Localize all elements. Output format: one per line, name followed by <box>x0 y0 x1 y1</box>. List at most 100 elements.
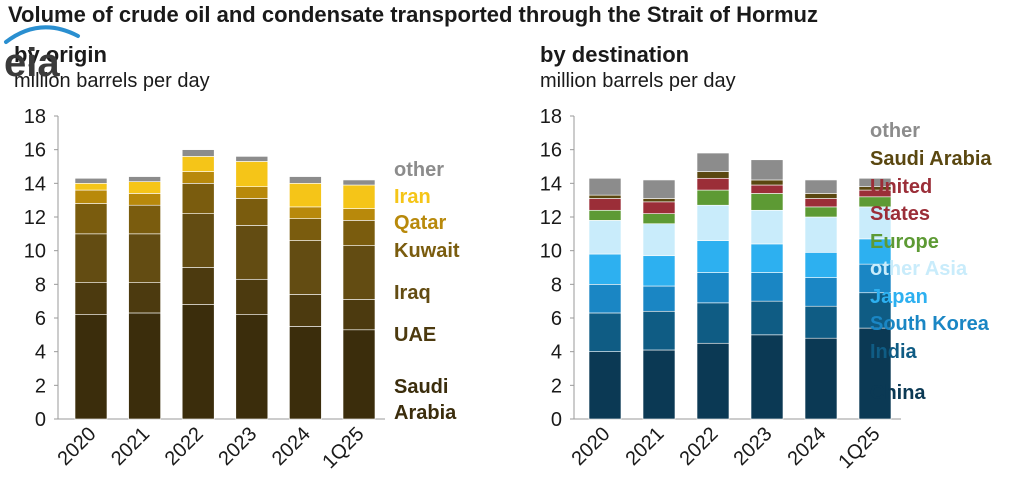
bar-segment <box>642 285 676 312</box>
y-tick-label: 12 <box>540 207 562 229</box>
chart-by-origin: 0 2 4 6 8 10 12 14 16 18 2020 2021 2022 2023 2024 1Q25 S… <box>24 106 460 473</box>
bar-segment <box>181 267 215 305</box>
bar-segment <box>588 284 622 314</box>
bar-segment <box>128 233 161 283</box>
bar-segment <box>858 292 892 329</box>
y-tick-label: 8 <box>551 274 562 296</box>
chart-by-destination: 0 2 4 6 8 10 12 14 16 18 2020 2021 2022 2023 2024 1Q25 C… <box>540 106 993 473</box>
bar-segment <box>588 198 622 211</box>
bar-segment <box>750 243 784 273</box>
bar-segment <box>750 272 784 302</box>
bar-segment <box>804 277 838 307</box>
bar-segment <box>750 300 784 336</box>
bar-segment <box>128 176 161 182</box>
bar-segment <box>696 272 730 304</box>
y-tick-label: 18 <box>24 106 46 128</box>
x-tick-label: 2021 <box>107 423 154 470</box>
x-tick-label: 2021 <box>622 423 669 470</box>
bar-segment <box>235 278 269 315</box>
bar-segment <box>804 337 838 420</box>
legend-label: other <box>870 120 920 142</box>
bar-segment <box>342 220 376 246</box>
x-tick-label: 1Q25 <box>318 423 368 473</box>
bar-segment <box>128 204 161 235</box>
y-tick-label: 16 <box>540 140 562 162</box>
left-subtitle: by origin <box>14 42 107 67</box>
bar-segment <box>235 186 269 199</box>
bar-segment <box>128 193 161 206</box>
bar-segment <box>74 189 108 204</box>
legend-label: United <box>870 176 932 198</box>
bar-segment <box>74 203 108 235</box>
legend-label: Europe <box>870 231 939 253</box>
bar-segment <box>750 159 784 181</box>
bar-segment <box>588 351 622 420</box>
bar-segment <box>342 179 376 186</box>
x-tick-label: 1Q25 <box>834 423 884 473</box>
x-tick-label: 2023 <box>214 423 261 470</box>
legend-label: UAE <box>394 324 436 346</box>
bar-segment <box>696 171 730 179</box>
bar-segment <box>642 213 676 225</box>
bar-segment <box>696 204 730 241</box>
bar-segment <box>858 238 892 265</box>
right-subtitle: by destination <box>540 42 690 67</box>
bar-segment <box>750 184 784 194</box>
x-tick-label: 2024 <box>784 423 831 470</box>
bar-segment <box>74 177 108 184</box>
bar-segment <box>696 189 730 206</box>
bar-segment <box>342 245 376 300</box>
bar-segment <box>642 223 676 257</box>
bar-segment <box>642 198 676 203</box>
bar-segment <box>696 240 730 273</box>
bar-segment <box>588 209 622 221</box>
bar-segment <box>128 282 161 314</box>
bar-segment <box>235 225 269 280</box>
right-unit-label: million barrels per day <box>540 70 736 92</box>
y-tick-label: 18 <box>540 106 562 128</box>
x-tick-label: 2020 <box>54 423 101 470</box>
bar-segment <box>588 177 622 196</box>
bar-segment <box>588 194 622 199</box>
bar-segment <box>181 156 215 172</box>
y-tick-label: 6 <box>35 308 46 330</box>
y-tick-label: 6 <box>551 308 562 330</box>
y-tick-label: 10 <box>24 241 46 263</box>
legend-label: Saudi Arabia <box>870 148 992 170</box>
legend-label: States <box>870 203 930 225</box>
bar-segment <box>128 181 161 194</box>
bar-segment <box>858 206 892 240</box>
y-tick-label: 10 <box>540 241 562 263</box>
bar-segment <box>235 198 269 226</box>
bar-segment <box>642 349 676 420</box>
bar-segment <box>181 149 215 157</box>
bar-segment <box>342 299 376 331</box>
legend-label: Qatar <box>394 212 446 234</box>
bar-segment <box>588 312 622 352</box>
y-tick-label: 0 <box>35 409 46 431</box>
y-tick-label: 14 <box>540 173 562 195</box>
bar-segment <box>804 206 838 218</box>
chart-title: Volume of crude oil and condensate trans… <box>8 2 818 27</box>
bar-segment <box>289 183 322 208</box>
y-tick-label: 4 <box>551 342 562 364</box>
bar-segment <box>858 177 892 188</box>
y-tick-label: 4 <box>35 342 46 364</box>
y-tick-label: 2 <box>551 375 562 397</box>
legend-label: Saudi <box>394 376 448 398</box>
x-tick-label: 2022 <box>161 423 208 470</box>
bar-segment <box>642 255 676 287</box>
y-tick-label: 12 <box>24 207 46 229</box>
y-tick-label: 0 <box>551 409 562 431</box>
bar-segment <box>235 161 269 187</box>
left-unit-label: million barrels per day <box>14 70 210 92</box>
bar-segment <box>804 193 838 199</box>
legend-label: Arabia <box>394 402 457 424</box>
bar-segment <box>588 253 622 285</box>
bar-segment <box>696 342 730 420</box>
legend-label: South Korea <box>870 313 990 335</box>
bar-segment <box>235 314 269 420</box>
bar-segment <box>74 314 108 420</box>
bar-segment <box>858 263 892 294</box>
legend-label: China <box>870 382 926 404</box>
